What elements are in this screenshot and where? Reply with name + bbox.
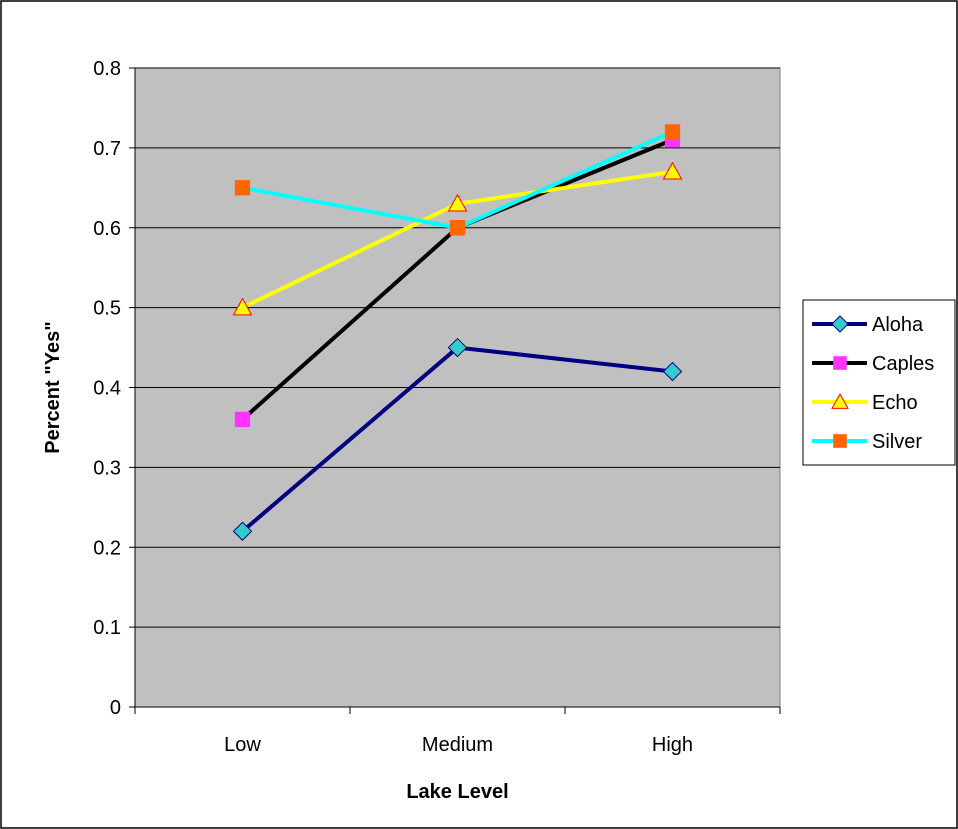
- y-tick-label: 0.5: [93, 298, 121, 320]
- legend-swatch-marker: [831, 392, 849, 409]
- y-tick-label: 0.8: [93, 58, 121, 80]
- legend-label: Echo: [872, 392, 918, 414]
- y-axis-title: Percent "Yes": [42, 321, 64, 453]
- legend-label: Aloha: [872, 314, 924, 336]
- axes: 0 0.1 0.2 0.3 0.4 0.5 0.6 0.7 0.8 Low Medium High: [93, 58, 781, 756]
- y-tick-label: 0.7: [93, 138, 121, 160]
- data-point: [234, 411, 251, 428]
- x-tick-label: High: [652, 734, 693, 756]
- series-aloha: [232, 337, 683, 541]
- legend-item: Caples: [812, 353, 934, 375]
- data-point: [662, 161, 683, 180]
- data-point: [234, 180, 251, 196]
- y-tick-label: 0.4: [93, 378, 121, 400]
- data-point: [447, 337, 468, 358]
- series-silver: [234, 124, 681, 236]
- data-point: [447, 193, 468, 212]
- data-point: [664, 124, 681, 140]
- y-tick-label: 0.6: [93, 218, 121, 240]
- data-point: [232, 297, 253, 316]
- legend-item: Aloha: [812, 314, 924, 336]
- legend-swatch-marker: [833, 434, 847, 448]
- legend-label: Caples: [872, 353, 934, 375]
- legend-box: [802, 299, 956, 466]
- y-tick-label: 0.2: [93, 537, 121, 559]
- data-point: [662, 361, 683, 382]
- series-layer: [232, 124, 683, 541]
- y-tick-label: 0.3: [93, 457, 121, 479]
- y-tick-label: 0.1: [93, 617, 121, 639]
- legend-swatch-marker: [833, 356, 847, 370]
- legend-item: Echo: [812, 392, 918, 414]
- x-axis-title: Lake Level: [406, 781, 508, 803]
- y-tick-label: 0: [110, 697, 121, 719]
- x-tick-label: Medium: [422, 734, 493, 756]
- data-point: [232, 521, 253, 541]
- data-point: [449, 220, 466, 236]
- x-tick-label: Low: [224, 734, 261, 756]
- legend-item: Silver: [812, 431, 922, 453]
- legend: Aloha Caples Echo Silver: [802, 299, 956, 466]
- series-echo: [232, 161, 683, 316]
- legend-label: Silver: [872, 431, 922, 453]
- legend-swatch-marker: [831, 315, 849, 333]
